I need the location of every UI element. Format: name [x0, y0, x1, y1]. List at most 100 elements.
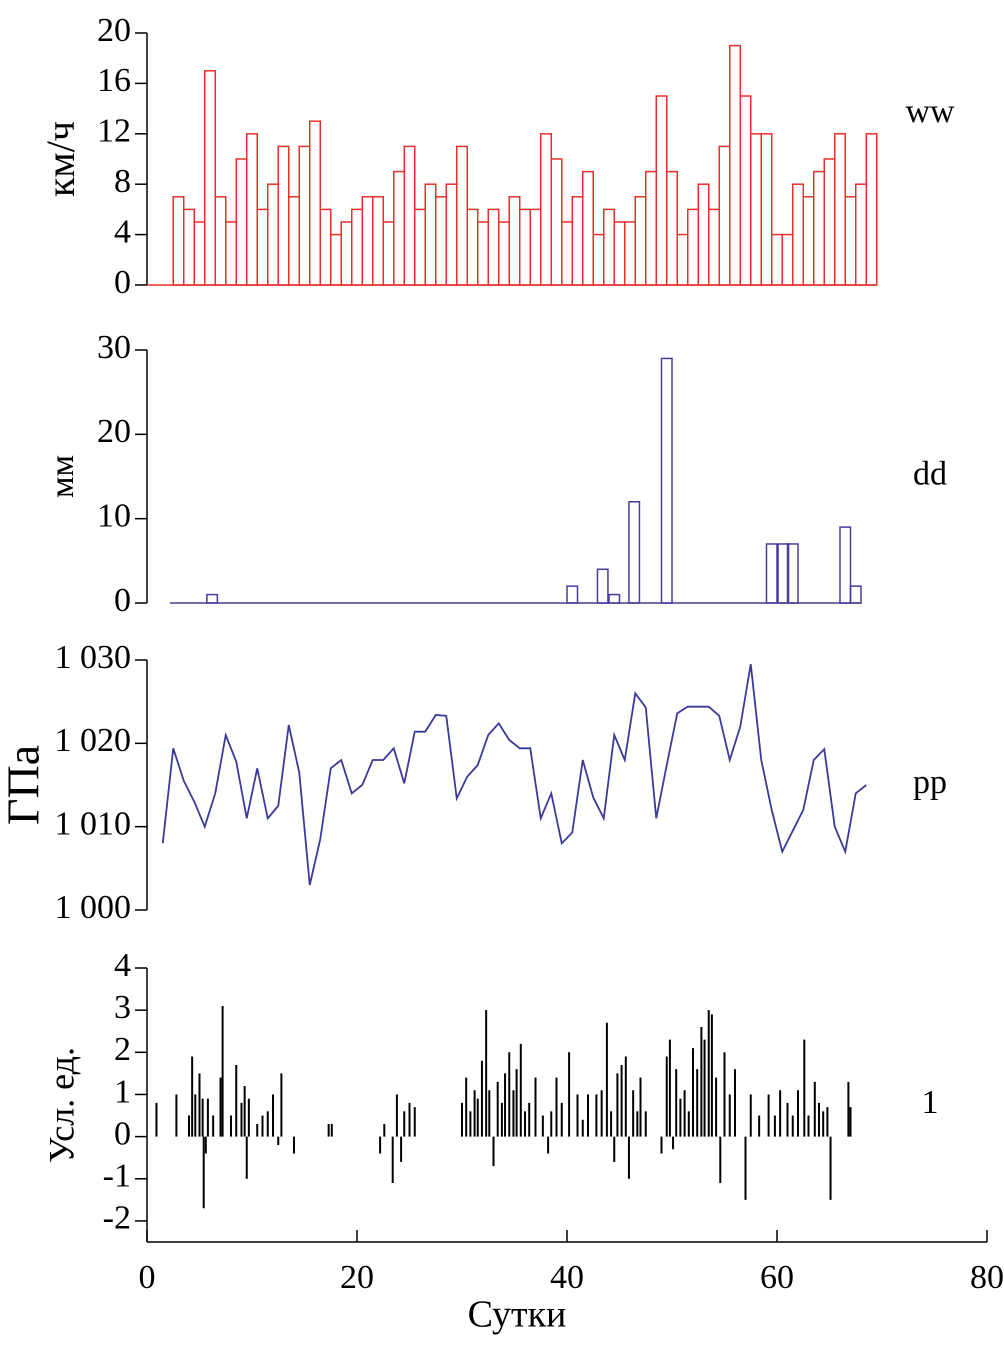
y-axis-label: мм	[44, 455, 81, 498]
y-tick-label: 1 020	[55, 722, 132, 759]
bar	[792, 183, 804, 286]
y-tick-label: 4	[114, 947, 131, 984]
bar	[566, 585, 579, 604]
bar	[477, 221, 489, 286]
bar	[628, 501, 641, 604]
y-tick-label: 2	[114, 1031, 131, 1068]
bar	[739, 95, 752, 286]
y-tick-label: -2	[103, 1200, 131, 1237]
y-tick-label: 3	[114, 989, 131, 1026]
bar	[849, 585, 862, 604]
bar	[267, 183, 279, 286]
y-tick-label: 8	[114, 163, 131, 200]
bar	[235, 158, 248, 286]
bar	[424, 183, 437, 286]
y-tick-label: 1 000	[55, 889, 132, 926]
y-tick-label: -1	[103, 1158, 131, 1195]
bar	[613, 221, 626, 286]
bar	[781, 233, 794, 286]
bar	[802, 196, 815, 286]
x-tick-label: 20	[340, 1259, 374, 1296]
bar	[645, 170, 657, 286]
y-tick-label: 0	[114, 582, 131, 619]
x-tick-label: 0	[139, 1259, 156, 1296]
bar	[256, 208, 269, 286]
y-axis-label: км/ч	[38, 121, 83, 197]
y-tick-label: 1 010	[55, 805, 132, 842]
bar	[687, 208, 699, 286]
bar	[634, 196, 647, 286]
bar	[540, 133, 552, 286]
bar	[718, 145, 731, 286]
bar	[855, 183, 867, 286]
bar	[771, 233, 783, 286]
y-axis-label: ГПа	[0, 745, 49, 825]
bar	[277, 145, 290, 286]
series-label: 1	[922, 1084, 939, 1121]
bar	[393, 170, 405, 286]
bar	[487, 208, 500, 286]
y-tick-label: 0	[114, 1115, 131, 1152]
bar	[403, 145, 416, 286]
bar	[456, 145, 468, 286]
bar	[193, 221, 206, 286]
bar	[624, 221, 636, 286]
bar	[435, 196, 447, 286]
bar	[729, 44, 741, 286]
bar	[660, 357, 673, 604]
bar	[571, 196, 584, 286]
bar	[206, 593, 219, 604]
bar	[777, 543, 790, 604]
bar	[414, 208, 426, 286]
y-tick-label: 1 030	[55, 639, 132, 676]
bar	[655, 95, 668, 286]
x-tick-label: 40	[550, 1259, 584, 1296]
y-tick-label: 20	[97, 413, 131, 450]
bar	[172, 196, 185, 286]
bar	[708, 208, 720, 286]
bar	[592, 233, 605, 286]
bar	[319, 208, 332, 286]
bar	[666, 170, 678, 286]
bar	[603, 208, 615, 286]
x-tick-label: 60	[760, 1259, 794, 1296]
bar	[246, 133, 258, 286]
bar	[596, 568, 609, 604]
bar	[372, 196, 384, 286]
bar	[823, 158, 836, 286]
bar	[382, 221, 395, 286]
bar	[813, 170, 825, 286]
y-tick-label: 4	[114, 213, 131, 250]
bar	[330, 233, 342, 286]
x-tick-label: 80	[970, 1259, 1004, 1296]
line	[161, 664, 867, 886]
bar	[765, 543, 778, 604]
bar	[183, 208, 195, 286]
bar	[340, 221, 353, 286]
bar	[214, 196, 227, 286]
bar	[529, 208, 542, 286]
bar	[508, 196, 521, 286]
bar	[760, 133, 773, 286]
bar	[608, 593, 621, 604]
bar	[466, 208, 479, 286]
bar	[309, 120, 321, 286]
bar	[582, 170, 594, 286]
x-axis-label: Сутки	[468, 1294, 567, 1336]
bar	[839, 526, 852, 604]
bar	[498, 221, 510, 286]
bar	[204, 70, 216, 286]
bar	[550, 158, 563, 286]
y-tick-label: 1	[114, 1073, 131, 1110]
bar	[361, 196, 374, 286]
bar	[225, 221, 237, 286]
bar	[844, 196, 857, 286]
y-tick-label: 30	[97, 329, 131, 366]
bar	[786, 543, 799, 604]
bar	[519, 208, 531, 286]
bar	[445, 183, 458, 286]
y-tick-label: 10	[97, 497, 131, 534]
y-tick-label: 0	[114, 264, 131, 301]
y-tick-label: 16	[97, 62, 131, 99]
